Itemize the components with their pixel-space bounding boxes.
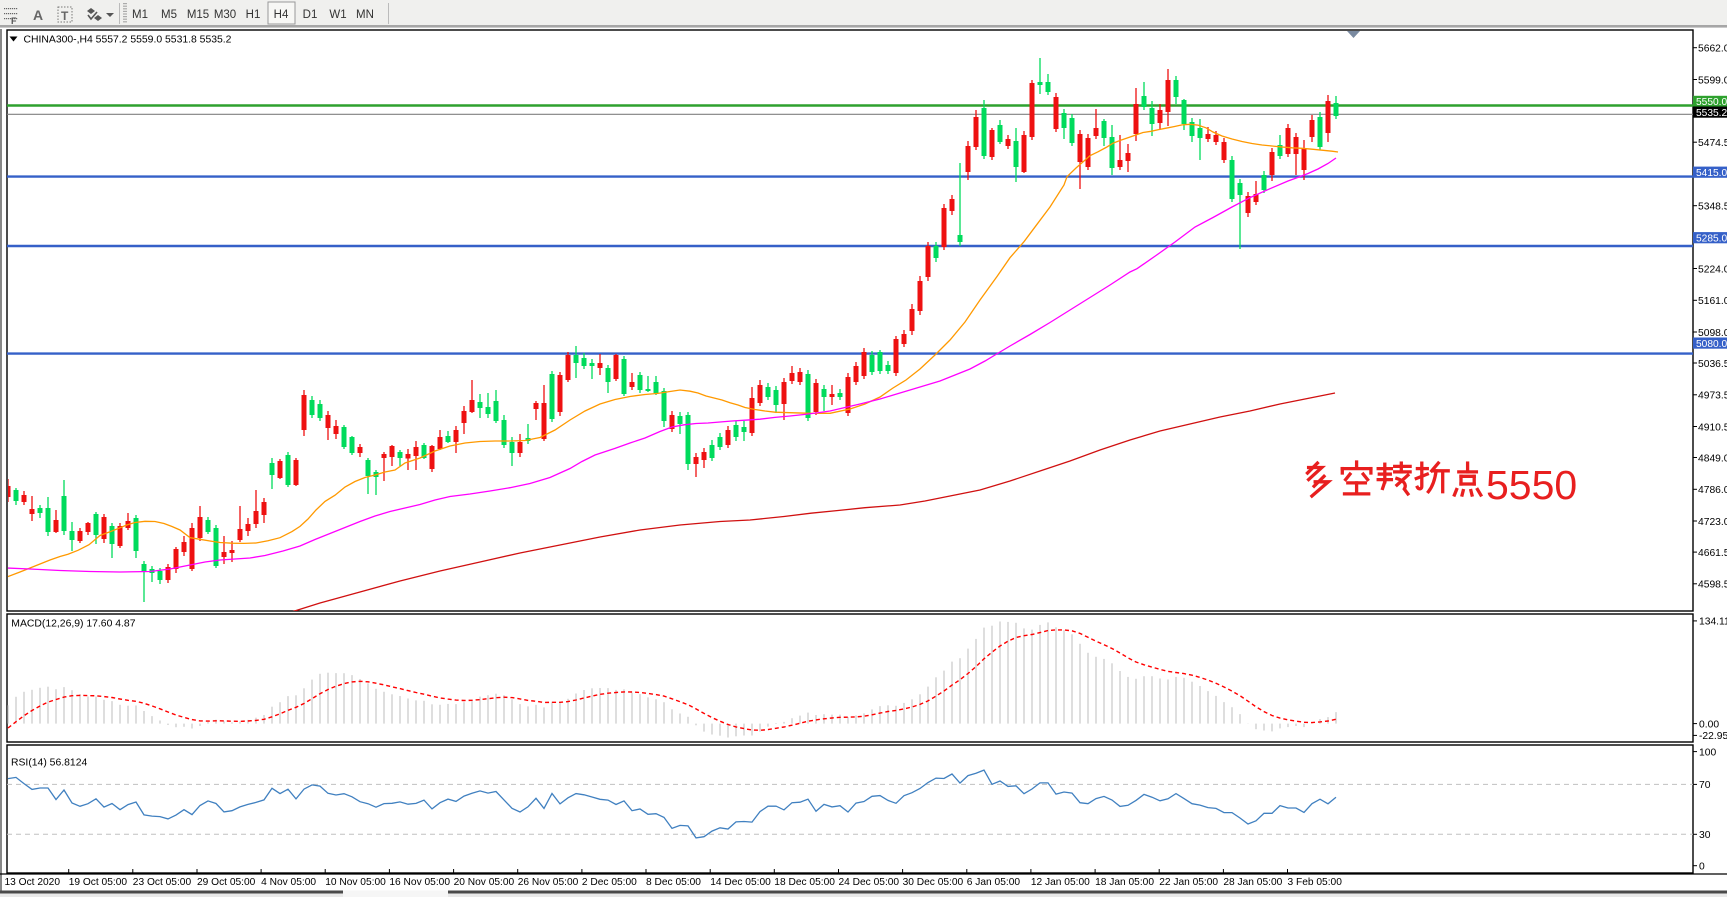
svg-text:5098.0: 5098.0 [1698,328,1727,339]
svg-text:5550: 5550 [1486,462,1577,508]
svg-text:5415.0: 5415.0 [1696,168,1727,179]
svg-text:5348.5: 5348.5 [1698,202,1727,213]
svg-text:4786.0: 4786.0 [1698,485,1727,496]
svg-text:22 Jan 05:00: 22 Jan 05:00 [1159,877,1218,888]
svg-text:30: 30 [1699,830,1711,841]
svg-text:4973.5: 4973.5 [1698,391,1727,402]
svg-text:19 Oct 05:00: 19 Oct 05:00 [69,877,128,888]
svg-text:A: A [33,7,43,23]
svg-text:3 Feb 05:00: 3 Feb 05:00 [1288,877,1343,888]
svg-text:0: 0 [1699,862,1705,873]
svg-text:5474.5: 5474.5 [1698,138,1727,149]
svg-text:RSI(14) 56.8124: RSI(14) 56.8124 [11,758,87,769]
svg-text:6 Jan 05:00: 6 Jan 05:00 [967,877,1021,888]
svg-text:0.00: 0.00 [1699,719,1719,730]
svg-text:12 Jan 05:00: 12 Jan 05:00 [1031,877,1090,888]
svg-text:18 Dec 05:00: 18 Dec 05:00 [774,877,835,888]
svg-text:H1: H1 [246,9,261,21]
svg-text:5080.0: 5080.0 [1696,339,1727,350]
svg-text:4723.0: 4723.0 [1698,517,1727,528]
svg-text:10 Nov 05:00: 10 Nov 05:00 [325,877,386,888]
svg-text:5662.0: 5662.0 [1698,44,1727,55]
svg-text:13 Oct 2020: 13 Oct 2020 [5,877,61,888]
svg-text:5224.0: 5224.0 [1698,264,1727,275]
svg-text:16 Nov 05:00: 16 Nov 05:00 [389,877,450,888]
svg-text:F: F [11,16,17,26]
svg-text:D1: D1 [303,9,318,21]
svg-text:CHINA300-,H4 5557.2 5559.0 55: CHINA300-,H4 5557.2 5559.0 5531.8 5535.2 [24,35,232,46]
svg-text:4 Nov 05:00: 4 Nov 05:00 [261,877,316,888]
svg-text:M1: M1 [132,9,148,21]
svg-text:29 Oct 05:00: 29 Oct 05:00 [197,877,256,888]
svg-text:5285.0: 5285.0 [1696,234,1727,245]
svg-text:M5: M5 [161,9,177,21]
svg-text:28 Jan 05:00: 28 Jan 05:00 [1223,877,1282,888]
svg-text:5161.0: 5161.0 [1698,296,1727,307]
svg-text:MACD(12,26,9) 17.60 4.87: MACD(12,26,9) 17.60 4.87 [11,619,135,630]
svg-text:4598.5: 4598.5 [1698,580,1727,591]
svg-text:5550.0: 5550.0 [1696,97,1727,108]
svg-text:M30: M30 [214,9,236,21]
svg-text:-22.95: -22.95 [1699,731,1727,742]
svg-text:5535.2: 5535.2 [1696,108,1727,119]
svg-text:4910.5: 4910.5 [1698,422,1727,433]
svg-text:2 Dec 05:00: 2 Dec 05:00 [582,877,637,888]
svg-text:20 Nov 05:00: 20 Nov 05:00 [454,877,515,888]
svg-text:23 Oct 05:00: 23 Oct 05:00 [133,877,192,888]
svg-text:M15: M15 [187,9,209,21]
svg-text:4849.0: 4849.0 [1698,453,1727,464]
svg-text:70: 70 [1699,780,1711,791]
svg-text:5036.5: 5036.5 [1698,359,1727,370]
svg-text:MN: MN [356,9,374,21]
svg-text:4661.5: 4661.5 [1698,548,1727,559]
svg-text:24 Dec 05:00: 24 Dec 05:00 [839,877,900,888]
svg-text:14 Dec 05:00: 14 Dec 05:00 [710,877,771,888]
svg-text:8 Dec 05:00: 8 Dec 05:00 [646,877,701,888]
svg-text:T: T [61,9,69,23]
svg-text:30 Dec 05:00: 30 Dec 05:00 [903,877,964,888]
svg-text:100: 100 [1699,747,1716,758]
svg-text:26 Nov 05:00: 26 Nov 05:00 [518,877,579,888]
svg-text:W1: W1 [329,9,346,21]
svg-text:5599.0: 5599.0 [1698,75,1727,86]
svg-text:H4: H4 [274,9,289,21]
svg-text:18 Jan 05:00: 18 Jan 05:00 [1095,877,1154,888]
svg-text:134.11: 134.11 [1699,617,1727,628]
